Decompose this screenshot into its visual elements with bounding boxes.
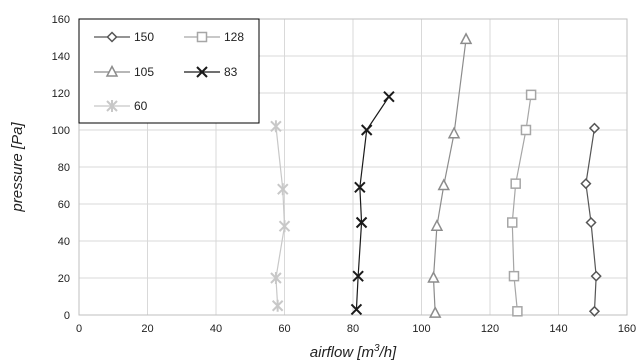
legend-label: 83 xyxy=(224,65,238,79)
legend-entry-105: 105 xyxy=(94,64,154,79)
x-tick-label: 60 xyxy=(278,323,290,335)
data-point-105 xyxy=(430,219,444,231)
legend-marker xyxy=(105,64,119,77)
series-128 xyxy=(507,89,537,317)
data-point-128 xyxy=(520,124,532,136)
data-point-83 xyxy=(350,303,363,316)
data-point-105 xyxy=(427,270,440,283)
plot-border xyxy=(78,18,628,316)
y-tick-label: 80 xyxy=(58,162,70,174)
data-point-105 xyxy=(447,126,461,139)
data-point-60 xyxy=(277,183,289,196)
x-tick-label: 80 xyxy=(347,323,359,335)
y-tick-label: 40 xyxy=(58,236,70,248)
axes: 0 20 40 60 80 100 120 140 160 0 20 40 60 80 100 120 140 1… xyxy=(52,14,637,335)
legend-marker xyxy=(196,66,208,78)
data-point-83 xyxy=(360,124,373,136)
data-point-83 xyxy=(355,216,368,229)
legend-label: 128 xyxy=(224,30,244,44)
series-line-83 xyxy=(355,96,390,310)
x-tick-label: 120 xyxy=(481,323,499,335)
data-point-60 xyxy=(278,220,291,233)
x-tick-label: 100 xyxy=(412,323,430,335)
data-point-150 xyxy=(588,122,601,134)
legend-entry-60: 60 xyxy=(94,99,148,113)
x-axis-title: airflow [m3/h] xyxy=(310,343,397,361)
data-point-128 xyxy=(508,270,520,282)
data-point-105 xyxy=(459,32,473,45)
data-point-105 xyxy=(437,178,451,191)
y-tick-label: 0 xyxy=(64,310,70,322)
y-tick-label: 160 xyxy=(52,14,70,26)
series-105 xyxy=(427,32,473,318)
legend-marker xyxy=(106,31,118,43)
legend-entry-150: 150 xyxy=(94,30,154,44)
data-point-128 xyxy=(510,178,521,189)
data-point-150 xyxy=(580,178,592,190)
series-60 xyxy=(270,120,291,312)
y-tick-label: 20 xyxy=(58,273,70,285)
data-series xyxy=(270,32,602,318)
y-tick-label: 120 xyxy=(52,88,70,100)
data-point-60 xyxy=(270,272,282,284)
x-tick-label: 40 xyxy=(210,323,222,335)
data-point-150 xyxy=(590,270,602,282)
y-tick-label: 140 xyxy=(52,51,70,63)
data-point-83 xyxy=(352,270,364,282)
data-point-60 xyxy=(270,120,282,133)
legend-marker xyxy=(196,31,208,43)
x-tick-label: 20 xyxy=(141,323,153,335)
data-point-128 xyxy=(525,89,537,101)
data-point-150 xyxy=(585,216,597,229)
series-line-128 xyxy=(511,94,532,312)
legend-label: 150 xyxy=(134,30,154,44)
legend-entry-128: 128 xyxy=(184,30,244,44)
y-axis-title: pressure [Pa] xyxy=(9,122,26,213)
x-tick-label: 140 xyxy=(549,323,567,335)
legend-label: 60 xyxy=(134,99,148,113)
data-point-83 xyxy=(383,90,395,103)
series-83 xyxy=(350,90,395,316)
data-point-128 xyxy=(512,306,523,317)
data-point-105 xyxy=(428,306,442,318)
x-tick-label: 160 xyxy=(618,323,636,335)
legend-marker xyxy=(106,100,118,112)
data-point-60 xyxy=(271,299,284,312)
y-tick-label: 100 xyxy=(52,125,70,137)
y-tick-label: 60 xyxy=(58,199,70,211)
data-point-150 xyxy=(588,305,601,317)
legend: 150 128 105 83 60 xyxy=(78,18,260,124)
x-tick-label: 0 xyxy=(76,323,82,335)
series-150 xyxy=(580,122,602,317)
data-point-83 xyxy=(354,181,366,194)
series-line-105 xyxy=(432,39,467,314)
data-point-128 xyxy=(507,217,518,228)
axis-titles: airflow [m3/h] pressure [Pa] xyxy=(9,122,397,361)
legend-label: 105 xyxy=(134,65,154,79)
legend-entry-83: 83 xyxy=(184,65,238,79)
